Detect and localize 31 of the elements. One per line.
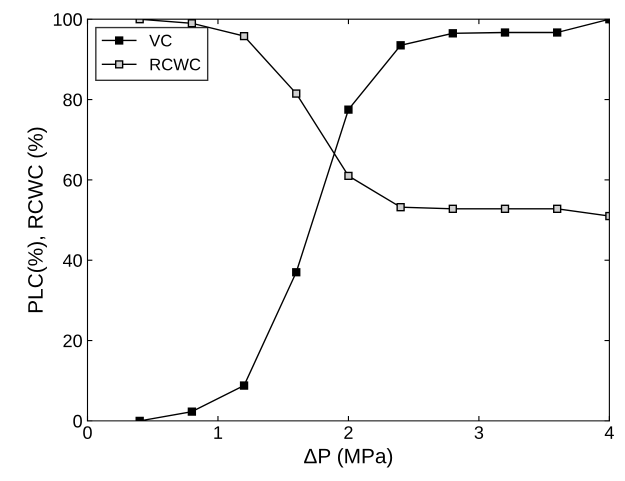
point: [500, 28, 510, 37]
x-tick-label: 4: [604, 426, 614, 439]
point: [344, 105, 353, 114]
point: [448, 29, 457, 38]
y-tick-label: 60: [63, 174, 82, 187]
point: [344, 172, 353, 180]
y-tick-label: 80: [63, 94, 82, 106]
point: [188, 19, 196, 28]
point: [396, 41, 405, 50]
x-tick-label: 1: [214, 426, 222, 439]
x-tick-label: 0: [83, 426, 92, 439]
y-tick-label: 20: [63, 334, 82, 348]
point: [240, 32, 248, 40]
point: [553, 28, 562, 37]
x-axis-title: ΔP (MPa): [304, 448, 392, 468]
point: [553, 204, 562, 213]
point: [292, 268, 300, 276]
x-tick-label: 3: [474, 426, 484, 439]
legend-label: RCWC: [150, 58, 200, 70]
y-tick-label: 100: [54, 13, 82, 26]
point: [448, 204, 457, 213]
y-tick-label: 40: [62, 254, 82, 267]
y-axis-title: PLC(%), RCWC (%): [28, 128, 47, 312]
legend-label: VC: [149, 34, 172, 46]
point: [240, 381, 248, 390]
point: [396, 203, 405, 212]
point: [500, 204, 510, 213]
x-tick-label: 2: [344, 426, 353, 439]
point: [188, 407, 196, 416]
point: [292, 89, 300, 98]
y-tick-label: 0: [73, 414, 82, 428]
